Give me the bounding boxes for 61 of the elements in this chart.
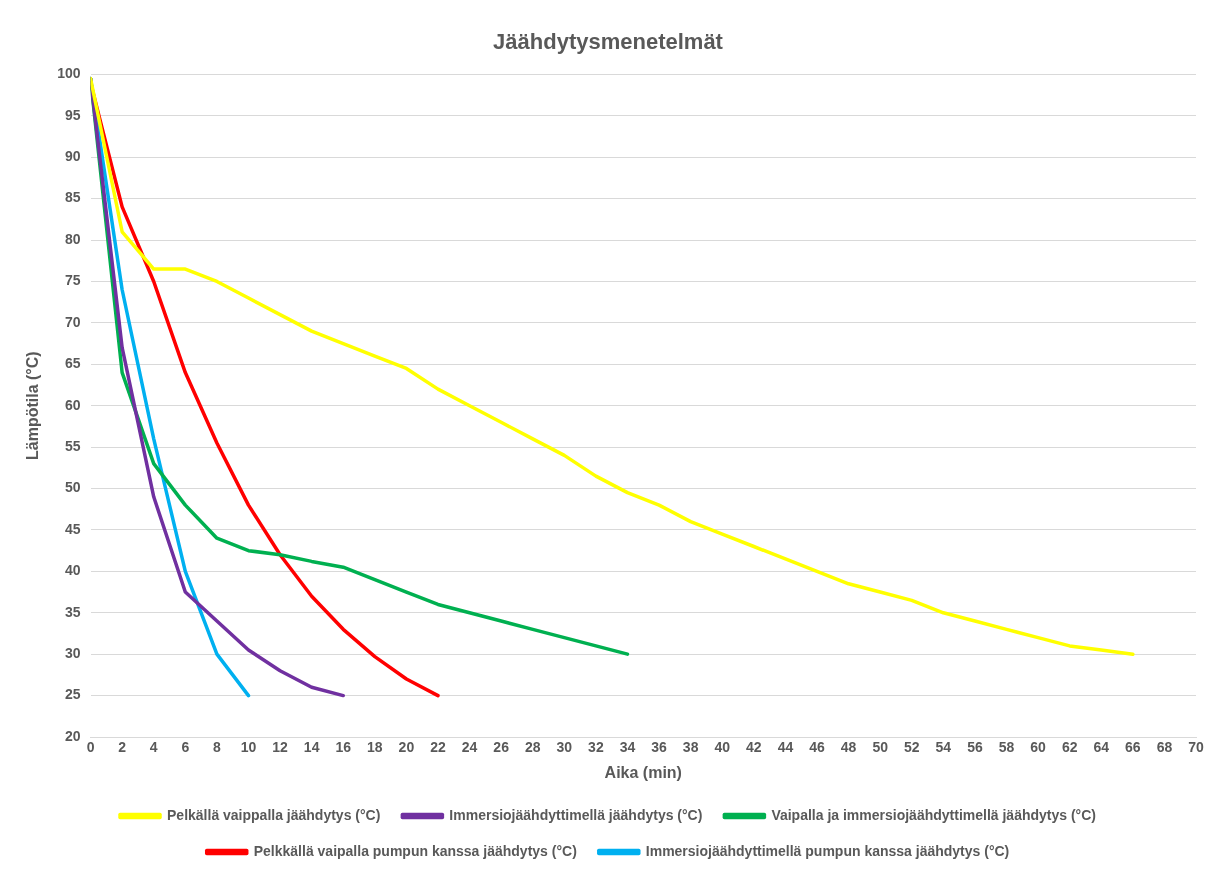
x-tick-label: 32 [588,739,604,756]
x-axis-title: Aika (min) [604,763,682,781]
y-tick-label: 100 [57,65,81,82]
legend-label: Pelkkällä vaipalla pumpun kanssa jäähdytys (°C) [253,842,577,859]
x-tick-label: 10 [240,739,257,756]
x-tick-label: 2 [118,739,127,756]
x-tick-label: 70 [1188,739,1204,756]
x-tick-label: 24 [461,739,478,756]
x-tick-label: 40 [714,739,731,756]
y-tick-label: 50 [64,479,81,496]
x-tick-label: 18 [367,739,383,756]
x-tick-label: 68 [1156,739,1173,756]
x-tick-label: 12 [272,739,289,756]
y-tick-label: 65 [64,355,81,372]
legend-label: Immersiojäähdyttimellä pumpun kanssa jäähdytys (°C) [645,842,1010,859]
chart-title: Jäähdytysmenetelmät [493,29,724,55]
x-tick-label: 64 [1093,739,1110,756]
x-tick-label: 34 [619,739,636,756]
y-tick-label: 35 [64,603,81,620]
x-tick-label: 20 [398,739,415,756]
y-tick-label: 25 [64,686,81,703]
x-tick-label: 52 [903,739,920,756]
y-tick-label: 90 [64,148,81,165]
y-tick-label: 80 [64,230,81,247]
x-tick-label: 26 [493,739,510,756]
y-tick-label: 95 [64,106,81,123]
x-tick-label: 38 [682,739,699,756]
x-tick-label: 46 [809,739,825,756]
y-tick-label: 30 [64,645,81,662]
x-tick-label: 62 [1061,739,1078,756]
x-tick-label: 4 [149,739,158,756]
y-tick-label: 55 [64,437,81,454]
x-tick-label: 58 [998,739,1015,756]
x-tick-label: 60 [1030,739,1047,756]
x-tick-label: 48 [840,739,857,756]
x-tick-label: 44 [777,739,794,756]
x-tick-label: 14 [303,739,320,756]
x-tick-label: 42 [746,739,762,756]
x-tick-label: 8 [213,739,221,756]
y-tick-label: 60 [64,396,81,413]
y-tick-label: 45 [64,520,81,537]
y-tick-label: 40 [64,562,81,579]
x-tick-label: 22 [430,739,446,756]
x-tick-label: 16 [335,739,352,756]
legend-label: Immersiojäähdyttimellä jäähdytys (°C) [449,806,703,823]
legend-label: Vaipalla ja immersiojäähdyttimellä jäähdytys (°C) [771,806,1096,823]
x-tick-label: 6 [181,739,190,756]
x-tick-label: 54 [935,739,952,756]
x-tick-label: 36 [651,739,668,756]
y-tick-label: 20 [64,727,81,744]
y-axis-title: Lämpötila (°C) [24,351,42,461]
x-tick-label: 56 [967,739,983,756]
x-tick-label: 50 [872,739,889,756]
y-tick-label: 75 [64,272,81,289]
y-tick-label: 85 [64,189,81,206]
x-tick-label: 66 [1125,739,1141,756]
x-tick-label: 0 [86,739,95,756]
x-tick-label: 30 [556,739,573,756]
x-tick-label: 28 [524,739,541,756]
y-tick-label: 70 [64,313,81,330]
legend-label: Pelkällä vaippalla jäähdytys (°C) [167,806,381,823]
